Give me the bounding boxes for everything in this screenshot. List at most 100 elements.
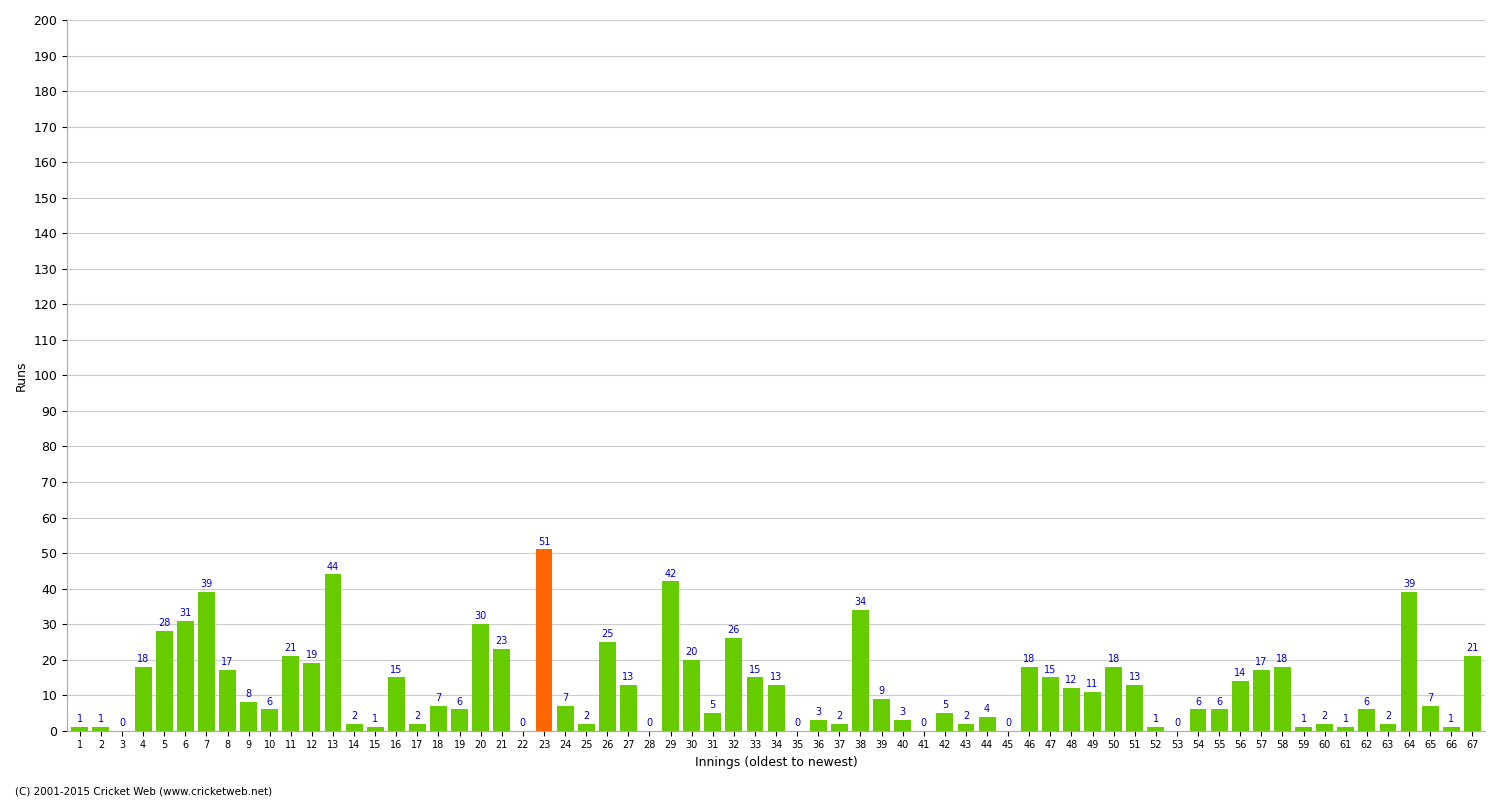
Text: 4: 4 (984, 704, 990, 714)
Bar (1443, 727, 1460, 730)
Text: 0: 0 (921, 718, 927, 728)
Bar (1126, 685, 1143, 730)
Text: 34: 34 (855, 597, 867, 607)
Bar (556, 706, 573, 730)
Text: 0: 0 (118, 718, 124, 728)
Text: 0: 0 (1174, 718, 1180, 728)
Bar (1210, 710, 1227, 730)
Text: 7: 7 (1426, 693, 1434, 703)
Text: 21: 21 (1466, 643, 1479, 654)
Bar (1190, 710, 1206, 730)
Bar (1338, 727, 1354, 730)
Text: 44: 44 (327, 562, 339, 571)
Bar (240, 702, 256, 730)
Bar (345, 724, 363, 730)
Text: 1: 1 (372, 714, 378, 724)
Text: 2: 2 (584, 710, 590, 721)
Text: 15: 15 (748, 665, 760, 674)
Text: 2: 2 (1322, 710, 1328, 721)
Text: 6: 6 (1196, 697, 1202, 706)
Text: 31: 31 (178, 608, 192, 618)
Text: 19: 19 (306, 650, 318, 660)
Bar (472, 624, 489, 730)
Bar (598, 642, 615, 730)
Text: 20: 20 (686, 647, 698, 657)
Bar (452, 710, 468, 730)
Bar (936, 713, 954, 730)
Bar (726, 638, 742, 730)
Text: 6: 6 (456, 697, 462, 706)
Bar (368, 727, 384, 730)
Text: 2: 2 (963, 710, 969, 721)
Bar (705, 713, 722, 730)
Bar (1274, 666, 1292, 730)
Bar (1232, 681, 1248, 730)
Bar (135, 666, 152, 730)
Text: 8: 8 (246, 690, 252, 699)
Text: 13: 13 (770, 672, 782, 682)
Bar (810, 720, 826, 730)
Text: 0: 0 (1005, 718, 1011, 728)
Text: 2: 2 (414, 710, 420, 721)
Bar (324, 574, 342, 730)
Text: 17: 17 (222, 658, 234, 667)
Bar (873, 698, 889, 730)
Bar (894, 720, 910, 730)
Text: 14: 14 (1234, 668, 1246, 678)
Text: 13: 13 (622, 672, 634, 682)
Bar (536, 550, 552, 730)
Text: 12: 12 (1065, 675, 1077, 686)
Text: 0: 0 (646, 718, 652, 728)
Text: 11: 11 (1086, 678, 1098, 689)
Text: 6: 6 (267, 697, 273, 706)
Bar (494, 649, 510, 730)
Bar (282, 656, 298, 730)
Text: 13: 13 (1128, 672, 1142, 682)
Text: 2: 2 (351, 710, 357, 721)
Text: 15: 15 (1044, 665, 1056, 674)
Text: 18: 18 (1107, 654, 1120, 664)
Text: 6: 6 (1364, 697, 1370, 706)
Bar (682, 660, 700, 730)
Bar (388, 678, 405, 730)
Bar (1148, 727, 1164, 730)
Bar (1064, 688, 1080, 730)
Text: 5: 5 (942, 700, 948, 710)
Text: 26: 26 (728, 626, 740, 635)
Text: 42: 42 (664, 569, 676, 578)
Bar (852, 610, 868, 730)
Text: 51: 51 (538, 537, 550, 546)
Text: 30: 30 (474, 611, 488, 622)
Text: 18: 18 (1276, 654, 1288, 664)
Bar (957, 724, 975, 730)
Bar (1084, 692, 1101, 730)
Text: 23: 23 (495, 636, 508, 646)
Bar (1380, 724, 1396, 730)
Text: 0: 0 (520, 718, 526, 728)
Text: 1: 1 (1342, 714, 1348, 724)
Bar (768, 685, 784, 730)
Text: 1: 1 (1154, 714, 1160, 724)
Bar (1464, 656, 1480, 730)
Text: 18: 18 (136, 654, 148, 664)
Bar (1106, 666, 1122, 730)
Bar (1359, 710, 1376, 730)
Text: (C) 2001-2015 Cricket Web (www.cricketweb.net): (C) 2001-2015 Cricket Web (www.cricketwe… (15, 786, 272, 796)
Text: 1: 1 (98, 714, 104, 724)
Text: 1: 1 (1448, 714, 1455, 724)
Bar (1401, 592, 1417, 730)
Bar (978, 717, 996, 730)
Text: 5: 5 (710, 700, 716, 710)
Bar (156, 631, 172, 730)
Text: 1: 1 (76, 714, 82, 724)
Text: 2: 2 (836, 710, 843, 721)
Text: 39: 39 (201, 579, 213, 590)
Text: 28: 28 (158, 618, 171, 628)
Bar (72, 727, 88, 730)
Bar (620, 685, 638, 730)
Bar (410, 724, 426, 730)
Bar (198, 592, 214, 730)
Text: 2: 2 (1384, 710, 1390, 721)
Bar (261, 710, 278, 730)
X-axis label: Innings (oldest to newest): Innings (oldest to newest) (694, 756, 858, 769)
